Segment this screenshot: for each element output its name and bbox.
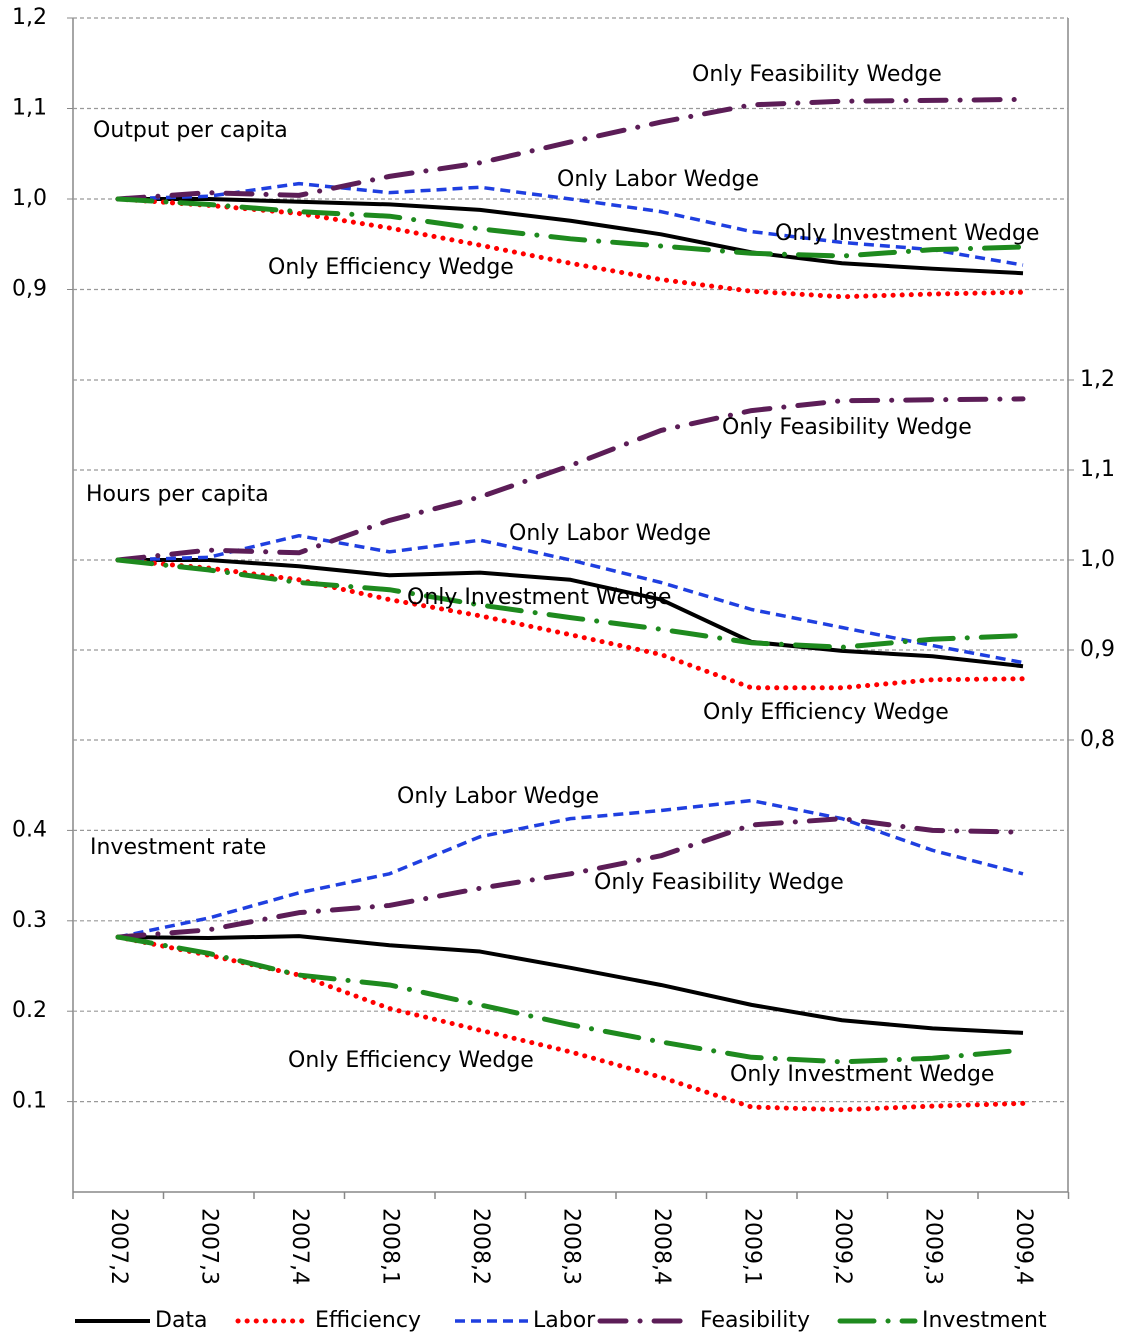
- y-tick-label: 1,2: [1080, 367, 1115, 392]
- panel-title: Output per capita: [93, 118, 288, 143]
- series-line: [117, 533, 1024, 665]
- annotation: Only Labor Wedge: [557, 167, 759, 192]
- x-tick-label: 2009,3: [921, 1208, 946, 1285]
- annotation: Only Efficiency Wedge: [268, 255, 514, 280]
- x-tick-label: 2009,4: [1011, 1208, 1036, 1285]
- x-tick-label: 2009,2: [830, 1208, 855, 1285]
- y-tick-label: 0.2: [12, 998, 47, 1023]
- y-tick-label: 0,8: [1080, 727, 1115, 752]
- series-line: [115, 196, 1026, 300]
- y-tick-label: 1,1: [12, 96, 47, 121]
- series-line: [117, 934, 1024, 1035]
- annotation: Only Efficiency Wedge: [703, 700, 949, 725]
- legend-label: Feasibility: [700, 1308, 810, 1333]
- annotation: Only Labor Wedge: [397, 784, 599, 809]
- annotation: Only Investment Wedge: [730, 1062, 994, 1087]
- legend-label: Data: [155, 1308, 208, 1333]
- annotation: Only Efficiency Wedge: [288, 1048, 534, 1073]
- y-tick-label: 1,2: [12, 5, 47, 30]
- legend-label: Investment: [922, 1308, 1047, 1333]
- series-line: [117, 181, 1024, 267]
- series-line: [115, 557, 1026, 650]
- annotation: Only Feasibility Wedge: [594, 870, 844, 895]
- legend-label: Labor: [533, 1308, 596, 1333]
- annotation: Only Feasibility Wedge: [692, 62, 942, 87]
- annotation: Only Labor Wedge: [509, 521, 711, 546]
- panel-title: Investment rate: [90, 835, 266, 860]
- series-line: [118, 558, 1024, 669]
- y-tick-label: 1,1: [1080, 457, 1115, 482]
- x-tick-label: 2007,2: [106, 1208, 131, 1285]
- series-line: [115, 196, 1026, 259]
- x-tick-label: 2008,3: [559, 1208, 584, 1285]
- series-line: [118, 197, 1024, 276]
- y-tick-label: 0.1: [12, 1089, 47, 1114]
- x-tick-label: 2008,1: [378, 1208, 403, 1285]
- y-tick-label: 0,9: [1080, 637, 1115, 662]
- x-tick-label: 2007,3: [197, 1208, 222, 1285]
- series-line: [115, 96, 1026, 202]
- y-tick-label: 0.3: [12, 908, 47, 933]
- y-tick-label: 1,0: [1080, 547, 1115, 572]
- series-line: [115, 816, 1026, 940]
- y-tick-label: 1,0: [12, 186, 47, 211]
- series-line: [115, 934, 1026, 1065]
- x-tick-label: 2008,4: [649, 1208, 674, 1285]
- annotation: Only Investment Wedge: [775, 221, 1039, 246]
- y-tick-label: 0,9: [12, 277, 47, 302]
- annotation: Only Investment Wedge: [407, 585, 671, 610]
- x-tick-label: 2007,4: [287, 1208, 312, 1285]
- legend-label: Efficiency: [315, 1308, 421, 1333]
- series-line: [115, 396, 1026, 563]
- series-line: [117, 798, 1024, 939]
- x-tick-label: 2008,2: [468, 1208, 493, 1285]
- panel-title: Hours per capita: [86, 482, 269, 507]
- y-tick-label: 0.4: [12, 817, 47, 842]
- x-tick-label: 2009,1: [740, 1208, 765, 1285]
- annotation: Only Feasibility Wedge: [722, 415, 972, 440]
